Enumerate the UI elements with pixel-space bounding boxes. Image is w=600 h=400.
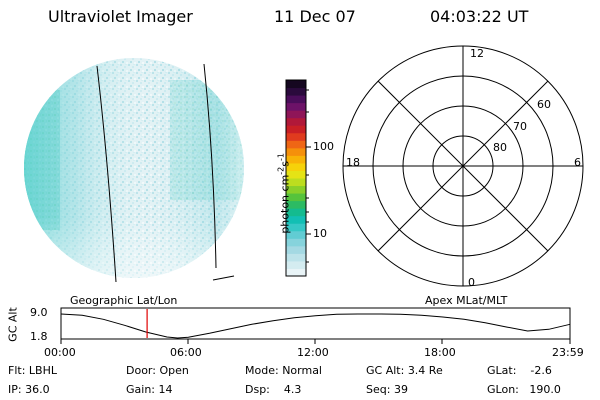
mlt-label-12: 12 [470, 47, 484, 60]
timeline-right-title: Apex MLat/MLT [425, 294, 508, 307]
info-ip: IP: 36.0 [8, 383, 50, 396]
colorbar-cell [286, 260, 306, 269]
timeline-left-title: Geographic Lat/Lon [70, 294, 178, 307]
info-mode: Mode: Normal [245, 364, 322, 377]
lat-label-70: 70 [513, 120, 527, 133]
colorbar-cell [286, 80, 306, 89]
colorbar-tick-100: 100 [313, 140, 334, 153]
instrument-title: Ultraviolet Imager [48, 7, 193, 26]
info-glat: GLat: -2.6 [487, 364, 552, 377]
info-gain: Gain: 14 [126, 383, 173, 396]
info-filter: Flt: LBHL [8, 364, 57, 377]
mlt-label-0: 0 [468, 276, 475, 289]
colorbar-label: photon cm-2s-1 [276, 153, 292, 234]
mlt-label-6: 6 [574, 156, 581, 169]
colorbar-tick-10: 10 [313, 227, 327, 240]
info-dsp: Dsp: 4.3 [245, 383, 302, 396]
timeline-ytick-bottom: 1.8 [30, 330, 48, 343]
colorbar-cell [286, 268, 306, 277]
xtick-1200: 12:00 [297, 346, 329, 359]
colorbar-cell [286, 102, 306, 111]
timeline-ylabel: GC Alt [6, 307, 20, 342]
xtick-0600: 06:00 [170, 346, 202, 359]
mlt-label-18: 18 [346, 156, 360, 169]
xtick-0000: 00:00 [44, 346, 76, 359]
date-label: 11 Dec 07 [274, 7, 356, 26]
altitude-line [60, 313, 571, 339]
xtick-2359: 23:59 [552, 346, 584, 359]
time-label: 04:03:22 UT [430, 7, 529, 26]
xtick-1800: 18:00 [424, 346, 456, 359]
timeline-ytick-top: 9.0 [30, 306, 48, 319]
colorbar-cell [286, 132, 306, 141]
info-door: Door: Open [126, 364, 189, 377]
colorbar-cell [286, 253, 306, 262]
info-glon: GLon: 190.0 [487, 383, 561, 396]
colorbar-cell [286, 245, 306, 254]
colorbar-cell [286, 117, 306, 126]
info-gc-alt: GC Alt: 3.4 Re [366, 364, 443, 377]
colorbar-cell [286, 125, 306, 134]
lat-label-80: 80 [493, 141, 507, 154]
lat-label-60: 60 [537, 98, 551, 111]
colorbar-cell [286, 95, 306, 104]
colorbar-cell [286, 87, 306, 96]
colorbar-cell [286, 110, 306, 119]
info-seq: Seq: 39 [366, 383, 408, 396]
